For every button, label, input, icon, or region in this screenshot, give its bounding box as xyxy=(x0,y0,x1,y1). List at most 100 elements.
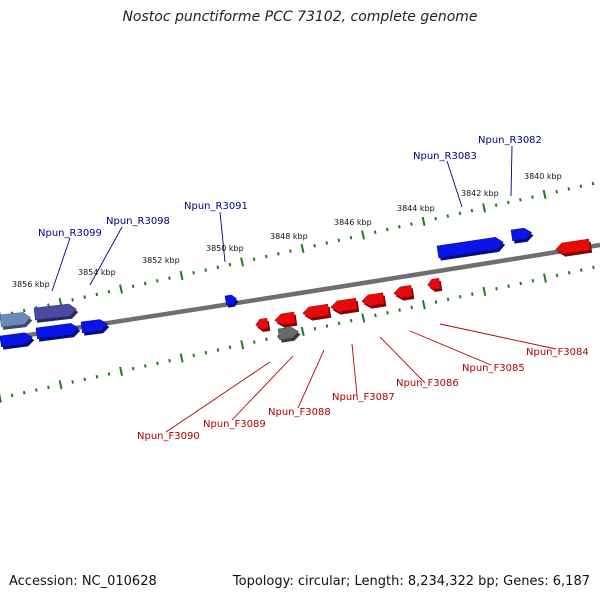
scale-tick xyxy=(71,380,74,384)
forward-gene-arrow xyxy=(274,311,298,328)
scale-tick xyxy=(421,216,426,227)
scale-tick-label: 3842 kbp xyxy=(461,189,499,198)
scale-tick xyxy=(228,262,232,267)
scale-tick xyxy=(119,284,123,294)
scale-tick xyxy=(458,211,462,216)
callout-line xyxy=(165,361,271,433)
scale-tick xyxy=(591,181,595,186)
callout-line xyxy=(439,323,557,350)
forward-gene-arrow xyxy=(302,303,332,321)
scale-tick xyxy=(361,230,366,240)
scale-tick xyxy=(131,284,135,289)
scale-tick xyxy=(579,268,583,272)
scale-tick xyxy=(83,377,87,382)
map-title: Nostoc punctiforme PCC 73102, complete g… xyxy=(122,9,478,25)
scale-tick xyxy=(300,243,305,254)
reverse-gene-arrow xyxy=(0,312,33,330)
scale-tick xyxy=(519,281,523,286)
scale-tick xyxy=(313,243,316,248)
scale-tick xyxy=(144,364,147,368)
forward-gene-arrow xyxy=(277,326,301,343)
gene-label: Npun_F3089 xyxy=(203,419,266,430)
scale-tick xyxy=(567,187,571,191)
scale-tick xyxy=(373,230,377,234)
scale-tick xyxy=(470,292,474,296)
scale-tick xyxy=(410,222,413,226)
reverse-gene-arrow xyxy=(80,319,110,336)
scale-tick-label: 3852 kbp xyxy=(142,256,180,265)
scale-tick xyxy=(107,372,111,376)
scale-tick-label: 3844 kbp xyxy=(397,204,435,213)
gene-label: Npun_R3091 xyxy=(184,201,248,212)
scale-tick xyxy=(83,295,87,299)
scale-tick xyxy=(434,216,437,221)
scale-tick xyxy=(519,198,522,202)
scale-tick-label: 3850 kbp xyxy=(206,244,244,253)
scale-tick xyxy=(252,340,256,344)
scale-tick xyxy=(204,350,208,355)
scale-tick xyxy=(192,270,195,275)
scale-tick xyxy=(300,326,305,337)
scale-tick xyxy=(555,273,559,278)
scale-tick xyxy=(325,324,329,328)
scale-tick xyxy=(349,318,353,323)
scale-tick xyxy=(107,289,111,294)
callout-line xyxy=(446,160,463,208)
forward-gene-arrow xyxy=(427,277,443,292)
scale-tick xyxy=(385,227,389,232)
scale-tick-label: 3848 kbp xyxy=(270,232,308,241)
callout-line xyxy=(89,226,123,286)
scale-tick xyxy=(398,308,401,312)
scale-tick xyxy=(168,276,171,280)
scale-tick xyxy=(506,200,510,205)
forward-gene-arrow xyxy=(330,297,360,315)
scale-tick xyxy=(240,340,245,350)
scale-tick xyxy=(567,271,571,275)
scale-tick xyxy=(398,225,401,229)
scale-tick xyxy=(10,393,14,398)
reverse-gene-arrow xyxy=(0,332,35,350)
scale-tick xyxy=(168,358,171,363)
scale-tick xyxy=(240,257,244,267)
scale-tick xyxy=(555,189,559,194)
scale-tick xyxy=(543,273,547,283)
callout-line xyxy=(219,211,226,263)
scale-tick xyxy=(0,393,2,403)
scale-tick xyxy=(507,284,510,288)
scale-tick xyxy=(446,214,450,218)
gene-label: Npun_R3083 xyxy=(413,151,477,162)
scale-tick xyxy=(592,265,595,270)
scale-tick xyxy=(277,252,280,256)
scale-tick xyxy=(216,265,220,270)
scale-tick xyxy=(458,294,462,299)
scale-tick xyxy=(531,195,534,199)
reverse-gene-arrow xyxy=(224,294,239,308)
scale-tick xyxy=(58,380,63,390)
gene-label: Npun_F3086 xyxy=(396,378,459,389)
scale-tick xyxy=(156,361,159,366)
callout-line xyxy=(51,237,71,292)
scale-tick xyxy=(482,286,487,297)
scale-tick-label: 3840 kbp xyxy=(524,172,562,181)
forward-gene-arrow xyxy=(255,317,271,332)
reverse-gene-arrow xyxy=(33,303,79,323)
scale-tick xyxy=(22,308,26,313)
scale-tick xyxy=(22,390,26,395)
scale-tick xyxy=(95,374,99,379)
gene-label: Npun_F3085 xyxy=(462,363,525,374)
scale-tick xyxy=(143,281,147,286)
gene-label: Npun_R3098 xyxy=(106,216,170,227)
scale-tick xyxy=(289,249,292,253)
scale-tick xyxy=(131,366,135,371)
callout-line xyxy=(379,336,426,384)
gene-label: Npun_F3084 xyxy=(526,347,589,358)
scale-tick xyxy=(264,254,268,259)
scale-tick xyxy=(119,366,124,376)
gene-callouts: Npun_R3099 Npun_R3098 Npun_R3091 Npun_R3083… xyxy=(38,135,589,442)
scale-tick xyxy=(374,313,377,318)
reverse-gene-arrow xyxy=(510,227,534,244)
scale-tick xyxy=(361,313,366,323)
scale-tick-label: 3856 kbp xyxy=(12,280,50,289)
scale-tick xyxy=(313,326,317,331)
scale-track-bottom xyxy=(0,265,595,403)
